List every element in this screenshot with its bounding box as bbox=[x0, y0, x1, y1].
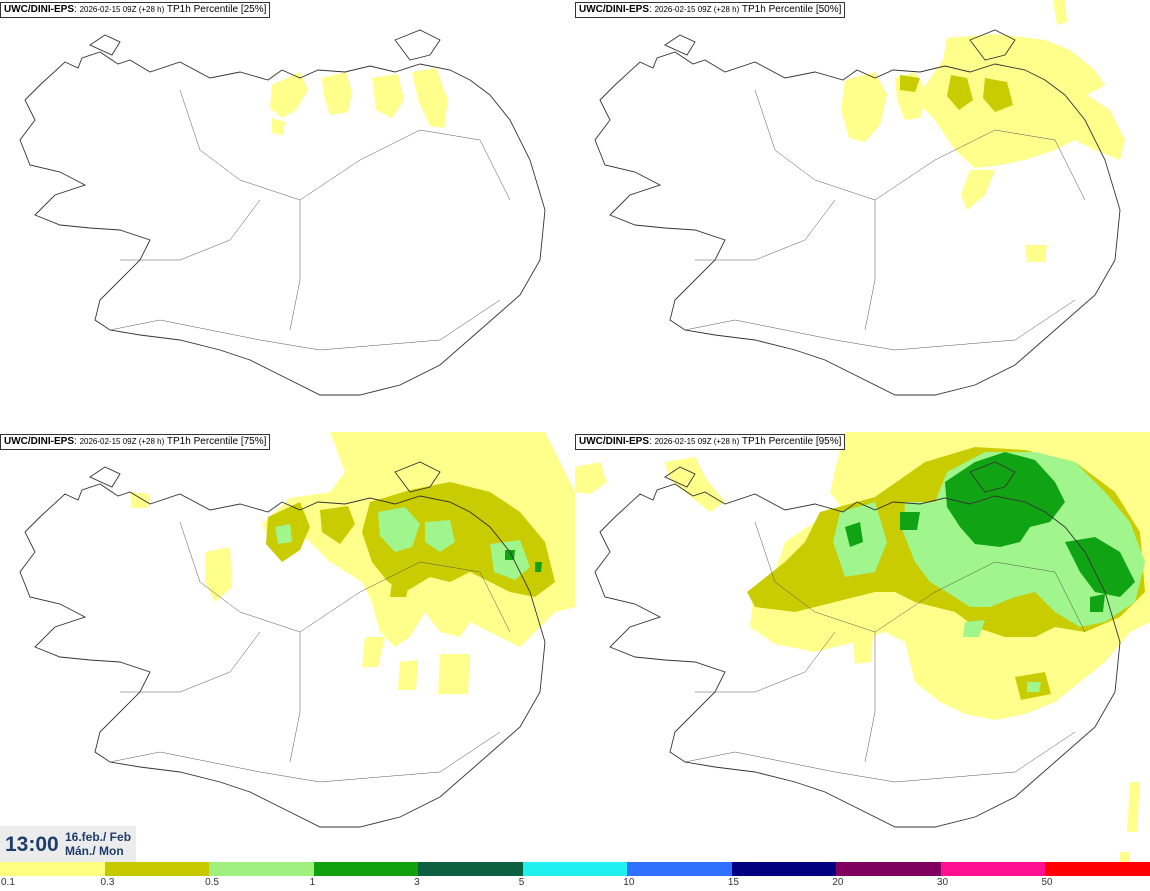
legend-swatch bbox=[313, 862, 419, 876]
run-time: 2026-02-15 09Z (+28 h) bbox=[79, 437, 165, 446]
valid-date-line1: 16.feb./ Feb bbox=[65, 830, 132, 844]
legend-labels: 0.1 0.3 0.5 1 3 5 10 15 20 30 50 bbox=[0, 876, 1150, 891]
coastline bbox=[594, 461, 1121, 828]
precip-0.1-area bbox=[841, 0, 1125, 262]
model-name: UWC/DINI-EPS bbox=[579, 436, 649, 447]
iceland-map-p50 bbox=[594, 0, 1125, 396]
iceland-map-p75 bbox=[19, 432, 575, 828]
iceland-map-p95 bbox=[575, 432, 1150, 864]
map-panel-p95[interactable]: UWC/DINI-EPS: 2026-02-15 09Z (+28 h) TP1… bbox=[575, 432, 1150, 864]
panel-title: UWC/DINI-EPS: 2026-02-15 09Z (+28 h) TP1… bbox=[0, 434, 271, 450]
legend-label: 20 bbox=[832, 877, 844, 888]
legend-label: 3 bbox=[414, 877, 420, 888]
model-name: UWC/DINI-EPS bbox=[4, 436, 74, 447]
field-name: TP1h Percentile [25%] bbox=[166, 4, 267, 15]
legend-label: 1 bbox=[309, 877, 316, 888]
panel-title: UWC/DINI-EPS: 2026-02-15 09Z (+28 h) TP1… bbox=[0, 2, 271, 18]
panel-title: UWC/DINI-EPS: 2026-02-15 09Z (+28 h) TP1… bbox=[575, 2, 846, 18]
legend-label: 50 bbox=[1041, 877, 1053, 888]
precip-0.1-area bbox=[270, 68, 448, 135]
model-name: UWC/DINI-EPS bbox=[4, 4, 74, 15]
iceland-map-p25 bbox=[19, 29, 546, 396]
legend-swatch bbox=[522, 862, 628, 876]
legend-swatch bbox=[836, 862, 941, 876]
legend-swatch bbox=[104, 862, 210, 876]
map-panel-p50[interactable]: UWC/DINI-EPS: 2026-02-15 09Z (+28 h) TP1… bbox=[575, 0, 1150, 432]
roads bbox=[684, 521, 1086, 783]
valid-time-box: 13:00 16.feb./ Feb Mán./ Mon bbox=[0, 826, 136, 862]
legend-label: 15 bbox=[727, 877, 739, 888]
legend-swatch bbox=[418, 862, 523, 876]
field-name: TP1h Percentile [75%] bbox=[166, 436, 267, 447]
legend-swatch bbox=[940, 862, 1046, 876]
legend-label: 0.5 bbox=[205, 877, 219, 888]
color-legend bbox=[0, 862, 1150, 876]
legend-label: 10 bbox=[623, 877, 635, 888]
run-time: 2026-02-15 09Z (+28 h) bbox=[654, 437, 740, 446]
panel-title: UWC/DINI-EPS: 2026-02-15 09Z (+28 h) TP1… bbox=[575, 434, 846, 450]
run-time: 2026-02-15 09Z (+28 h) bbox=[79, 5, 165, 14]
field-name: TP1h Percentile [50%] bbox=[741, 4, 842, 15]
valid-date-line2: Mán./ Mon bbox=[65, 844, 124, 858]
legend-label: 0.1 bbox=[1, 877, 15, 888]
coastline bbox=[594, 29, 1121, 396]
model-name: UWC/DINI-EPS bbox=[579, 4, 649, 15]
coastline bbox=[19, 461, 546, 828]
precip-0.3-area bbox=[900, 75, 1013, 112]
legend-label: 5 bbox=[518, 877, 525, 888]
coastline bbox=[19, 29, 546, 396]
legend-swatch bbox=[1045, 862, 1150, 876]
roads bbox=[684, 89, 1086, 351]
legend-swatch bbox=[0, 862, 105, 876]
map-panel-p25[interactable]: UWC/DINI-EPS: 2026-02-15 09Z (+28 h) TP1… bbox=[0, 0, 575, 432]
legend-label: 0.3 bbox=[100, 877, 115, 888]
legend-swatch bbox=[209, 862, 314, 876]
map-panel-p75[interactable]: UWC/DINI-EPS: 2026-02-15 09Z (+28 h) TP1… bbox=[0, 432, 575, 864]
precip-1-area bbox=[845, 452, 1135, 612]
roads bbox=[109, 521, 511, 783]
field-name: TP1h Percentile [95%] bbox=[741, 436, 842, 447]
valid-time-date: 16.feb./ Feb Mán./ Mon bbox=[65, 830, 131, 858]
roads bbox=[109, 89, 511, 351]
legend-swatch bbox=[731, 862, 837, 876]
legend-label: 30 bbox=[936, 877, 949, 888]
legend-swatch bbox=[627, 862, 732, 876]
valid-time-clock: 13:00 bbox=[5, 833, 59, 856]
run-time: 2026-02-15 09Z (+28 h) bbox=[654, 5, 740, 14]
